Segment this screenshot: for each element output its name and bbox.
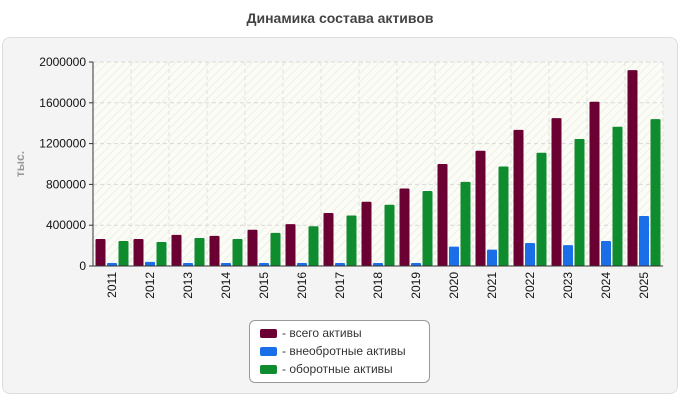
bar: [498, 166, 509, 266]
bar: [133, 238, 144, 266]
bar: [399, 188, 410, 266]
bar: [460, 181, 471, 266]
bar: [422, 191, 433, 266]
bar: [297, 262, 307, 266]
bar: [373, 262, 383, 266]
legend-label: - внеобротные активы: [282, 344, 406, 358]
bar: [437, 164, 448, 266]
bar: [209, 235, 220, 266]
bar: [627, 70, 638, 266]
chart-title: Динамика состава активов: [246, 10, 434, 26]
bar: [536, 152, 547, 266]
bar: [118, 241, 129, 266]
x-tick-label: 2019: [409, 272, 423, 299]
legend: - всего активы - внеобротные активы - обор…: [249, 320, 430, 383]
x-tick-label: 2024: [599, 272, 613, 299]
bar: [194, 237, 205, 266]
bar: [551, 118, 562, 266]
axes: [92, 62, 663, 267]
bar: [308, 226, 319, 266]
bar: [270, 232, 281, 266]
y-tick-label: 800000: [46, 177, 86, 191]
x-tick-labels: 2011 2012 2013 2014 2015 2016 2017 2018 2019 2020…: [105, 272, 651, 299]
x-tick-label: 2013: [181, 272, 195, 299]
bar: [563, 245, 573, 266]
x-tick-label: 2017: [333, 272, 347, 299]
bar: [589, 101, 600, 266]
y-tick-label: 400000: [46, 218, 86, 232]
bar: [232, 238, 243, 266]
bar: [487, 249, 497, 266]
x-tick-label: 2018: [371, 272, 385, 299]
legend-item: - внеобротные активы: [260, 342, 429, 360]
bar: [323, 212, 334, 266]
bar: [612, 126, 623, 267]
bar: [171, 234, 182, 266]
x-tick-label: 2011: [105, 272, 119, 298]
x-tick-label: 2021: [485, 272, 499, 299]
bar: [107, 262, 117, 266]
bar: [449, 246, 459, 266]
x-tick-label: 2016: [295, 272, 309, 299]
legend-item: - оборотные активы: [260, 360, 429, 378]
y-tick-labels: 0 400000 800000 1200000 1600000 2000000: [39, 55, 93, 273]
bar: [247, 229, 258, 266]
x-tick-label: 2014: [219, 272, 233, 299]
bar: [183, 262, 193, 266]
bar: [411, 262, 421, 266]
bar: [156, 242, 167, 266]
bar: [475, 150, 486, 266]
bar: [574, 139, 585, 266]
bar: [513, 129, 524, 266]
bar: [384, 204, 395, 266]
bar: [259, 262, 269, 266]
legend-label: - оборотные активы: [282, 362, 393, 376]
y-tick-label: 0: [79, 259, 86, 273]
bar: [221, 262, 231, 266]
legend-swatch: [260, 328, 277, 338]
bar: [361, 201, 372, 266]
bar: [335, 262, 345, 266]
bar: [639, 216, 649, 266]
x-tick-label: 2012: [143, 272, 157, 299]
legend-swatch: [260, 346, 277, 356]
bar: [285, 224, 296, 266]
x-tick-label: 2015: [257, 272, 271, 299]
legend-swatch: [260, 364, 277, 374]
y-tick-label: 1200000: [39, 137, 86, 151]
y-tick-label: 2000000: [39, 55, 86, 69]
x-tick-label: 2020: [447, 272, 461, 299]
plot-area: [93, 62, 663, 266]
bar: [650, 119, 661, 267]
y-axis-label: тыс.: [13, 151, 27, 177]
bar: [525, 243, 535, 266]
y-tick-label: 1600000: [39, 96, 86, 110]
x-tick-label: 2023: [561, 272, 575, 299]
bar: [95, 238, 106, 266]
bar: [601, 241, 611, 266]
bar: [145, 261, 155, 266]
bar: [346, 215, 357, 266]
bars: [95, 70, 661, 267]
legend-label: - всего активы: [282, 326, 362, 340]
x-tick-label: 2022: [523, 272, 537, 299]
legend-item: - всего активы: [260, 324, 429, 342]
x-tick-label: 2025: [637, 272, 651, 299]
